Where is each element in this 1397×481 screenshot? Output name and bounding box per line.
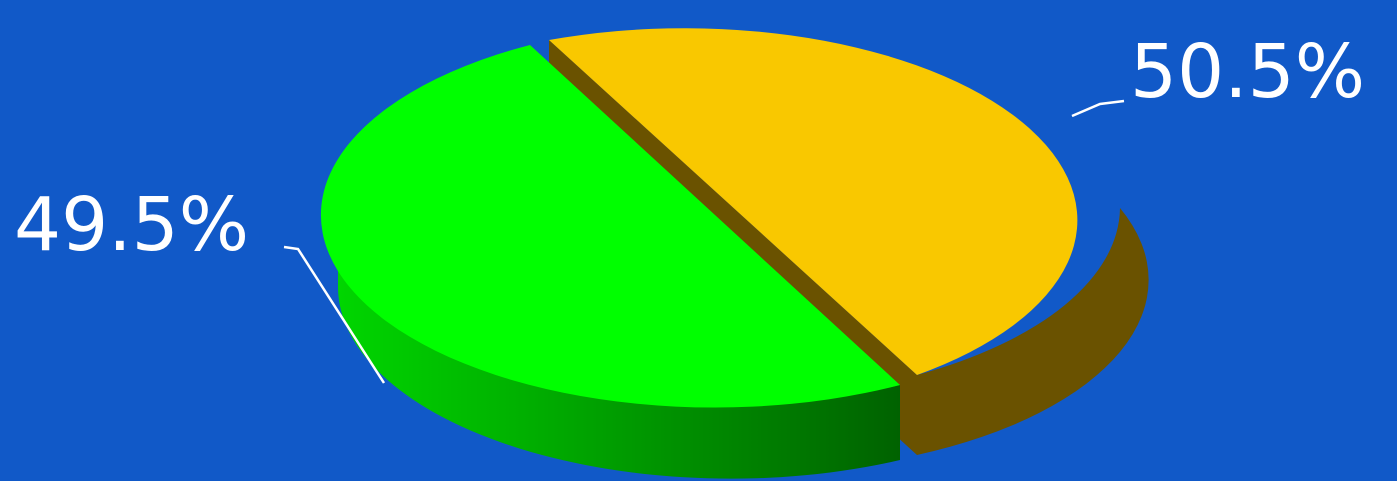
- pie-slice-1-label: 50.5%: [1130, 29, 1365, 115]
- pie-slice-2-top: [320, 45, 900, 408]
- pie-slice-2-leader-line: [283, 245, 386, 384]
- pie-slice-1-leader-line: [1071, 99, 1125, 118]
- pie-slice-2: [320, 45, 900, 479]
- pie-slice-1-side: [917, 208, 1149, 455]
- pie-slice-2-side: [337, 208, 900, 479]
- pie-slice-2-label: 49.5%: [14, 182, 249, 268]
- pie-slice-1-top: [549, 28, 1078, 375]
